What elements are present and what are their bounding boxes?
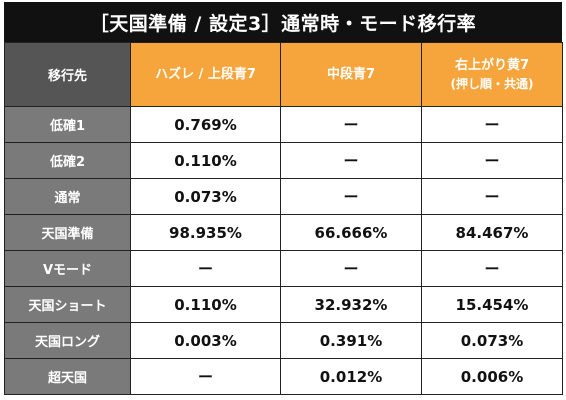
table-row: 通常 0.073% ー ー — [4, 178, 563, 215]
rate-cell: 0.110% — [130, 142, 281, 179]
row-label: 低確2 — [4, 142, 131, 179]
rate-cell: 0.391% — [280, 322, 422, 359]
header-col-blue7-middle: 中段青7 — [280, 42, 422, 107]
header-col-hazure-blue7-top: ハズレ / 上段青7 — [130, 42, 281, 107]
rate-cell: ー — [280, 142, 422, 179]
header-col-label: 中段青7 — [326, 66, 376, 82]
row-label: 超天国 — [4, 358, 131, 395]
rate-cell: ー — [130, 358, 281, 395]
rate-cell: ー — [421, 142, 563, 179]
table-row: 天国準備 98.935% 66.666% 84.467% — [4, 214, 563, 251]
rate-cell: 0.006% — [421, 358, 563, 395]
rate-cell: 0.073% — [421, 322, 563, 359]
row-label: 天国ショート — [4, 286, 131, 323]
row-label: 天国準備 — [4, 214, 131, 251]
rate-cell: ー — [421, 106, 563, 143]
rate-cell: 0.769% — [130, 106, 281, 143]
rate-cell: 0.012% — [280, 358, 422, 395]
row-label: 天国ロング — [4, 322, 131, 359]
rate-cell: ー — [280, 250, 422, 287]
header-col-sublabel: (押し順・共通) — [450, 76, 534, 91]
rate-cell: 66.666% — [280, 214, 422, 251]
rate-cell: ー — [130, 250, 281, 287]
row-label: Vモード — [4, 250, 131, 287]
table-row: 低確2 0.110% ー ー — [4, 142, 563, 179]
table-row: Vモード ー ー ー — [4, 250, 563, 287]
header-col-yellow7-diagonal: 右上がり黄7 (押し順・共通) — [421, 42, 563, 107]
rate-cell: ー — [421, 178, 563, 215]
rate-cell: 0.110% — [130, 286, 281, 323]
rate-cell: ー — [421, 250, 563, 287]
row-label: 低確1 — [4, 106, 131, 143]
header-col-label: ハズレ / 上段青7 — [155, 66, 256, 82]
table-row: 天国ショート 0.110% 32.932% 15.454% — [4, 286, 563, 323]
rate-cell: ー — [280, 106, 422, 143]
rate-cell: 0.003% — [130, 322, 281, 359]
rate-cell: 15.454% — [421, 286, 563, 323]
rate-cell: 84.467% — [421, 214, 563, 251]
table-row: 天国ロング 0.003% 0.391% 0.073% — [4, 322, 563, 359]
table-row: 低確1 0.769% ー ー — [4, 106, 563, 143]
rate-cell: 98.935% — [130, 214, 281, 251]
rate-cell: 0.073% — [130, 178, 281, 215]
mode-transition-table: 移行先 ハズレ / 上段青7 中段青7 右上がり黄7 (押し順・共通) 低確1 … — [4, 42, 563, 395]
rate-cell: ー — [280, 178, 422, 215]
row-label: 通常 — [4, 178, 131, 215]
table-title: ［天国準備 / 設定3］通常時・モード移行率 — [4, 2, 562, 42]
header-col-label: 右上がり黄7 — [454, 57, 530, 73]
header-destination: 移行先 — [4, 42, 131, 107]
table-row: 超天国 ー 0.012% 0.006% — [4, 358, 563, 395]
header-row: 移行先 ハズレ / 上段青7 中段青7 右上がり黄7 (押し順・共通) — [4, 42, 563, 107]
rate-cell: 32.932% — [280, 286, 422, 323]
